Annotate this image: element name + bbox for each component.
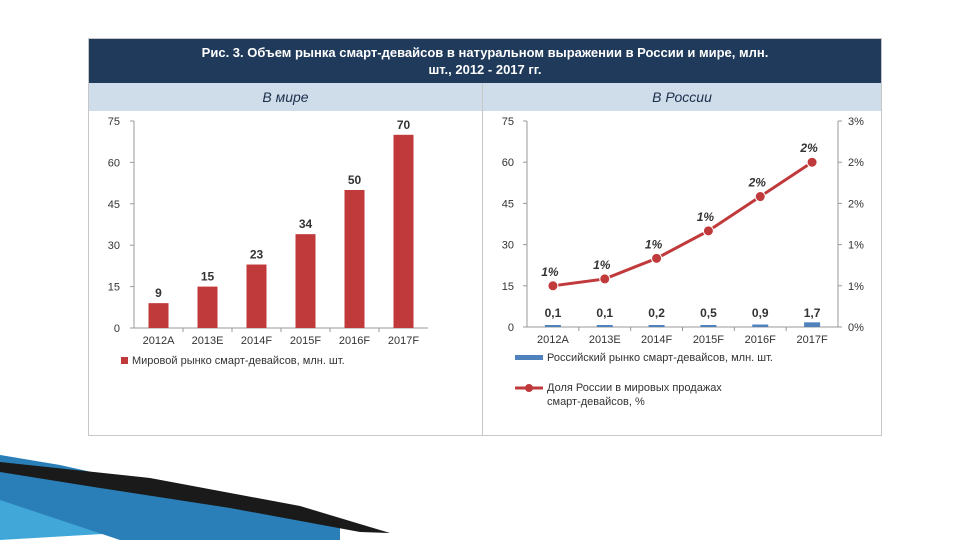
left-y-tick-label: 15 bbox=[108, 282, 120, 294]
russia-share-point bbox=[806, 156, 818, 168]
russia-bar-label: 0,1 bbox=[596, 306, 613, 320]
russia-bar bbox=[752, 324, 769, 327]
panel-divider bbox=[482, 83, 483, 435]
russia-share-point bbox=[754, 191, 766, 203]
russia-bar bbox=[700, 325, 717, 327]
russia-bar bbox=[648, 325, 665, 327]
world-bar bbox=[148, 303, 169, 328]
world-legend-swatch bbox=[121, 357, 128, 364]
russia-bar-label: 0,2 bbox=[648, 306, 665, 320]
left-y-tick-label: 45 bbox=[108, 199, 120, 211]
left-y-tick-label: 0 bbox=[114, 323, 120, 335]
left-x-tick-label: 2015F bbox=[290, 335, 321, 347]
world-bar-label: 23 bbox=[250, 248, 264, 262]
russia-bar-label: 0,5 bbox=[700, 306, 717, 320]
right-y2-tick-label: 1% bbox=[848, 281, 864, 293]
left-y-tick-label: 30 bbox=[108, 240, 120, 252]
russia-bar-legend-label: Российский рынко смарт-девайсов, млн. шт… bbox=[547, 352, 773, 364]
russia-share-label: 1% bbox=[541, 265, 559, 279]
right-x-tick-label: 2015F bbox=[693, 334, 724, 346]
russia-bar bbox=[804, 322, 821, 327]
right-y2-tick-label: 1% bbox=[848, 240, 864, 252]
left-x-tick-label: 2013E bbox=[192, 335, 224, 347]
panel-titles-bar: В мире В России bbox=[89, 83, 881, 111]
russia-share-point bbox=[651, 252, 663, 264]
world-bar-label: 15 bbox=[201, 270, 215, 284]
left-x-tick-label: 2014F bbox=[241, 335, 272, 347]
world-legend-label: Мировой рынко смарт-девайсов, млн. шт. bbox=[132, 355, 345, 367]
world-bar bbox=[393, 134, 414, 328]
right-x-tick-label: 2013E bbox=[589, 334, 621, 346]
russia-bar-label: 1,7 bbox=[804, 306, 821, 320]
world-bar bbox=[295, 234, 316, 328]
russia-line-legend-marker bbox=[525, 384, 533, 392]
russia-bar bbox=[544, 325, 561, 327]
right-y-tick-label: 60 bbox=[502, 157, 514, 169]
right-x-tick-label: 2014F bbox=[641, 334, 672, 346]
russia-share-line bbox=[552, 160, 813, 288]
right-x-tick-label: 2012A bbox=[537, 334, 569, 346]
right-y-tick-label: 15 bbox=[502, 281, 514, 293]
figure-header: Рис. 3. Объем рынка смарт-девайсов в нат… bbox=[89, 39, 881, 83]
right-y2-tick-label: 2% bbox=[848, 198, 864, 210]
right-y-tick-label: 45 bbox=[502, 198, 514, 210]
russia-share-label: 1% bbox=[593, 258, 611, 272]
russia-bar bbox=[596, 325, 613, 327]
right-y-tick-label: 30 bbox=[502, 240, 514, 252]
right-y-tick-label: 75 bbox=[502, 116, 514, 128]
world-bar bbox=[197, 286, 218, 328]
russia-line-legend-label-1: Доля России в мировых продажах bbox=[547, 382, 722, 394]
world-bar bbox=[246, 264, 267, 328]
right-y2-tick-label: 0% bbox=[848, 322, 864, 334]
left-x-tick-label: 2012A bbox=[143, 335, 175, 347]
world-bar-label: 70 bbox=[397, 118, 411, 132]
russia-bar-label: 0,9 bbox=[752, 306, 769, 320]
russia-share-label: 2% bbox=[748, 176, 767, 190]
russia-bar-legend-swatch bbox=[515, 355, 543, 360]
world-bar-label: 34 bbox=[299, 217, 313, 231]
russia-share-label: 1% bbox=[645, 237, 663, 251]
left-x-tick-label: 2016F bbox=[339, 335, 370, 347]
left-y-tick-label: 75 bbox=[108, 116, 120, 128]
world-bar bbox=[344, 190, 365, 328]
right-y2-tick-label: 3% bbox=[848, 116, 864, 128]
charts-canvas: 0 15 30 45 60 75 9 2012A 15 2013E 23 2014F 34 2015F 50… bbox=[108, 116, 864, 408]
russia-share-point bbox=[599, 273, 611, 285]
world-bar-label: 9 bbox=[155, 286, 162, 300]
russia-share-point bbox=[547, 280, 559, 292]
left-panel-title: В мире bbox=[262, 89, 309, 105]
right-x-tick-label: 2016F bbox=[745, 334, 776, 346]
figure-title-line2: шт., 2012 - 2017 гг. bbox=[428, 62, 542, 77]
russia-share-point bbox=[702, 225, 714, 237]
right-y-tick-label: 0 bbox=[508, 322, 514, 334]
left-y-tick-label: 60 bbox=[108, 157, 120, 169]
russia-bar-label: 0,1 bbox=[545, 306, 562, 320]
left-x-tick-label: 2017F bbox=[388, 335, 419, 347]
figure-frame: Рис. 3. Объем рынка смарт-девайсов в нат… bbox=[88, 38, 882, 436]
russia-share-label: 2% bbox=[799, 141, 818, 155]
right-x-tick-label: 2017F bbox=[796, 334, 827, 346]
russia-line-legend-label-2: смарт-девайсов, % bbox=[547, 396, 645, 408]
right-y2-tick-label: 2% bbox=[848, 157, 864, 169]
world-bar-label: 50 bbox=[348, 173, 362, 187]
russia-share-label: 1% bbox=[697, 210, 715, 224]
right-panel-title: В России bbox=[652, 89, 712, 105]
figure-title-line1: Рис. 3. Объем рынка смарт-девайсов в нат… bbox=[201, 45, 769, 60]
